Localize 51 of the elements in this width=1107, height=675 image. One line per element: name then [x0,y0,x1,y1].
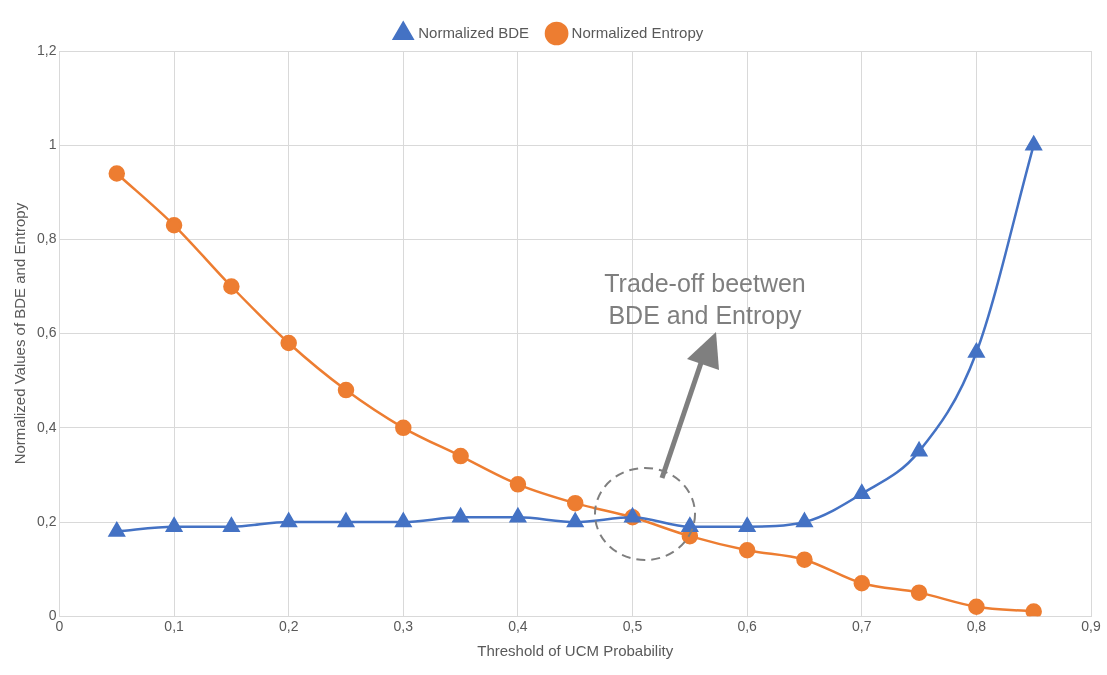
point [567,512,584,528]
point [796,512,813,528]
legend-label: Normalized Entropy [571,23,704,41]
point [968,598,985,616]
point [968,343,985,358]
point [337,512,355,528]
x-tick-label: 0,2 [278,618,299,635]
y-tick-label: 1 [48,136,57,153]
annotation: Trade-off beetwen BDE and Entropy [603,268,807,331]
y-tick-label: 0 [48,607,57,624]
point [796,551,813,568]
point [853,484,870,499]
point [1025,603,1042,617]
y-tick-label: 0,8 [36,230,57,247]
point [165,517,183,532]
point [337,381,355,399]
x-tick-label: 0,3 [393,618,414,635]
x-tick-label: 0,5 [622,618,643,635]
point [853,574,871,592]
x-tick-label: 0,4 [508,618,528,635]
legend-label: Normalized BDE [418,23,530,41]
point [566,494,584,512]
y-tick-label: 0,6 [36,324,57,341]
point [165,217,183,234]
point [395,512,412,528]
point [280,512,297,528]
point [910,442,928,457]
point [738,542,756,559]
x-tick-label: 0,6 [737,618,758,635]
y-tick-label: 0,4 [36,418,57,435]
y-axis-title: Normalized Values of BDE and Entropy [11,202,29,465]
point [108,522,125,537]
x-axis-title: Threshold of UCM Probability [477,642,674,660]
point [509,476,527,493]
point [738,517,756,532]
point [223,517,240,532]
point [681,517,699,532]
point [452,447,469,465]
point [280,334,297,352]
point [395,419,412,437]
y-tick-label: 1,2 [36,41,57,58]
y-tick-label: 0,2 [36,512,57,529]
point [910,584,928,601]
point [223,278,240,295]
point [509,508,527,523]
x-tick-label: 0,1 [164,618,185,635]
x-tick-label: 0,8 [966,618,987,635]
x-tick-label: 0,9 [1081,618,1101,635]
point [108,165,126,182]
point [452,508,469,523]
x-tick-label: 0,7 [852,618,872,635]
